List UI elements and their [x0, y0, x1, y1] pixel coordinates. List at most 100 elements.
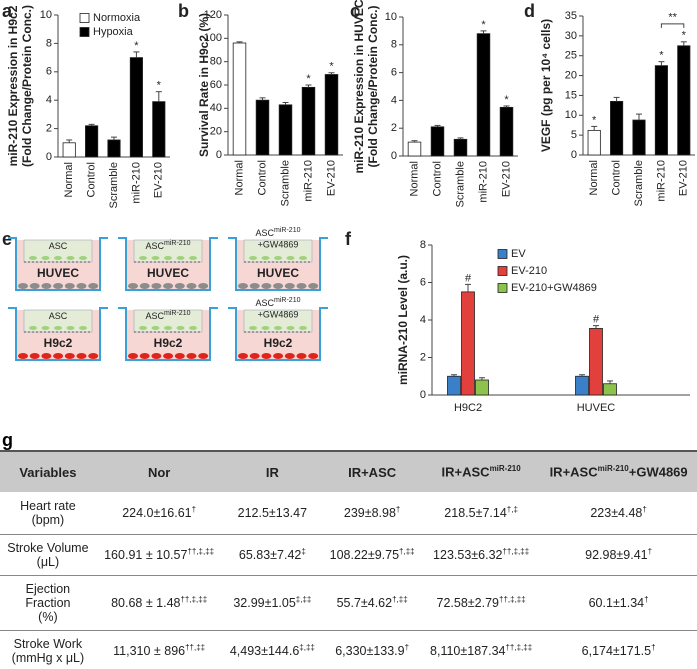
header-sup: miR-210: [489, 464, 521, 474]
data-table: Variables Nor IR IR+ASC IR+ASCmiR-210 IR+ASCm…: [0, 450, 697, 669]
target-cell: [261, 353, 272, 359]
y-tick-label: 15: [565, 89, 577, 101]
header-cell: Variables: [0, 450, 96, 492]
well-rim: [8, 307, 108, 361]
x-tick-label: Scramble: [633, 160, 645, 206]
asc-cell: [54, 256, 62, 260]
bar: [278, 104, 293, 156]
target-cell: [284, 283, 295, 289]
header-cell: IR+ASCmiR-210: [422, 450, 541, 492]
insert-label-sup: miR-210: [274, 297, 301, 304]
y-tick-label: 20: [565, 69, 577, 81]
table-cell: 160.91 ± 10.57††,‡,‡‡: [95, 534, 223, 576]
bar: [107, 139, 121, 158]
target-cell: [198, 283, 209, 289]
x-tick-label: Scramble: [454, 161, 466, 207]
y-tick-label: 6: [391, 67, 397, 79]
y-tick-label: 4: [46, 94, 52, 106]
well-label: H9c2: [154, 336, 183, 350]
bar: [499, 106, 514, 157]
cell-value: 6,330±133.9: [335, 644, 405, 659]
target-cell: [53, 283, 64, 289]
table-cell: 11,310 ± 896††,‡‡: [95, 630, 223, 669]
header-text: IR+ASC: [549, 464, 598, 480]
x-tick-label: EV-210: [153, 162, 165, 198]
cell-value: 60.1±1.34: [588, 596, 645, 611]
panel-label: e: [2, 229, 12, 249]
header-cell: IR: [222, 450, 323, 492]
cell-sup: †: [642, 505, 647, 515]
cell-sup: ††,‡,‡‡: [180, 595, 208, 605]
target-cell: [29, 283, 40, 289]
y-tick-label: 6: [46, 66, 52, 78]
target-cell: [139, 353, 150, 359]
table-row: Stroke Work (mmHg x μL) 11,310 ± 896††,‡‡ 4…: [0, 630, 697, 669]
target-cell: [88, 353, 99, 359]
target-cell: [64, 283, 75, 289]
table-cell: 212.5±13.47: [222, 492, 323, 535]
y-tick-label: 5: [571, 129, 577, 141]
cell-value: 92.98±9.41: [585, 548, 648, 563]
target-cell: [76, 283, 87, 289]
cell-value: 160.91 ± 10.57: [104, 548, 188, 563]
significance-mark: *: [592, 114, 597, 126]
x-tick-label: miR-210: [130, 162, 142, 204]
target-cell: [249, 353, 260, 359]
cell-sup: †,‡‡: [392, 595, 408, 605]
insert-label-suffix: +GW4869: [258, 309, 299, 319]
x-tick-label: Control: [86, 162, 98, 197]
cell-sup: ††,‡‡: [185, 643, 206, 653]
target-cell: [198, 353, 209, 359]
insert-label-sup: miR-210: [164, 310, 191, 317]
asc-cell: [164, 256, 172, 260]
row-label: Heart rate (bpm): [0, 492, 96, 535]
y-tick-label: 30: [565, 30, 577, 42]
target-cell: [186, 353, 197, 359]
row-label-line: (bpm): [31, 513, 65, 527]
x-tick-label: Scramble: [108, 162, 120, 208]
cell-sup: †: [404, 643, 410, 653]
bar: [232, 42, 247, 156]
target-cell: [163, 353, 174, 359]
significance-mark: *: [157, 80, 162, 92]
bar: [255, 99, 270, 156]
cell-value: 80.68 ± 1.48: [111, 596, 181, 611]
bar: [129, 57, 143, 158]
well-rim: [118, 237, 218, 291]
row-label-line: Stroke Work: [13, 637, 83, 651]
table-cell: 108.22±9.75†,‡‡: [322, 534, 423, 576]
asc-cell: [176, 326, 185, 330]
table-cell: 72.58±2.79††,‡,‡‡: [422, 575, 541, 631]
significance-bracket: [660, 23, 685, 28]
legend-swatch: [79, 27, 90, 37]
target-cell: [128, 283, 138, 289]
cell-value: 8,110±187.34: [430, 644, 506, 659]
legend-swatch: [79, 13, 90, 23]
well: ASCmiR-210 HUVEC: [118, 237, 218, 291]
insert-label: ASCmiR-210: [256, 227, 301, 238]
target-cell: [238, 353, 248, 359]
row-label-line: (mmHg x μL): [11, 651, 85, 665]
legend-swatch: [497, 266, 508, 276]
panel-label: d: [524, 1, 535, 21]
well-label: HUVEC: [257, 266, 299, 280]
insert-label-sup: miR-210: [274, 227, 301, 234]
cell-value: 32.99±1.05: [233, 596, 296, 611]
x-tick-label: Normal: [408, 161, 420, 196]
asc-cell: [261, 326, 270, 330]
target-cell: [151, 353, 162, 359]
target-cell: [151, 283, 162, 289]
target-cell: [308, 283, 319, 289]
y-tick-label: 0: [391, 150, 397, 162]
cell-sup: †,‡: [506, 505, 518, 515]
table-cell: 32.99±1.05‡,‡‡: [222, 575, 323, 631]
target-cell: [273, 283, 284, 289]
cell-sup: ††,‡,‡‡: [505, 643, 533, 653]
significance-mark: *: [134, 40, 139, 52]
insert-label: ASCmiR-210: [256, 297, 301, 308]
asc-cell: [79, 326, 87, 330]
cell-value: 4,493±144.6: [229, 644, 300, 659]
asc-cell: [274, 326, 282, 330]
